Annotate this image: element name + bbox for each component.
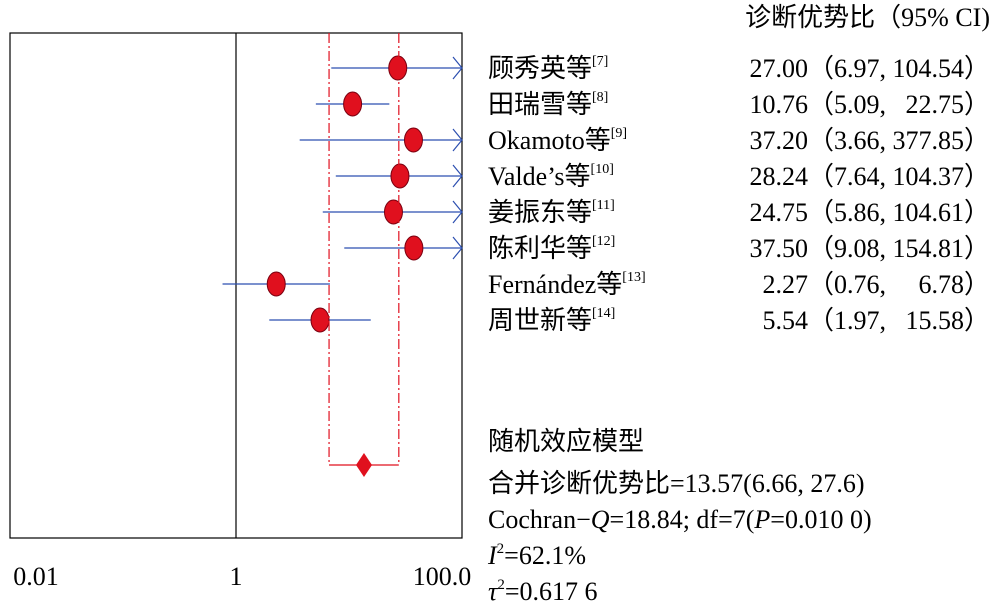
study-label: Valde’s等 xyxy=(488,162,591,191)
study-name: 姜振东等[11] xyxy=(488,198,615,227)
study-name: 陈利华等[12] xyxy=(488,234,615,263)
heterogeneity-stat: I2=62.1% xyxy=(487,541,586,570)
study-ref: [7] xyxy=(592,54,608,69)
value-label: 10.76（5.09, 22.75） xyxy=(749,90,990,119)
study-name: 顾秀英等[7] xyxy=(488,54,608,83)
study-ref: [13] xyxy=(622,270,645,285)
stat-part: τ xyxy=(488,577,499,606)
value-label: 37.20（3.66, 377.85） xyxy=(749,126,990,155)
value-label: 28.24（7.64, 104.37） xyxy=(749,162,990,191)
point-estimate xyxy=(403,127,423,153)
value-label: 27.00（6.97, 104.54） xyxy=(749,54,990,83)
point-estimate xyxy=(310,307,330,333)
point-estimate xyxy=(266,271,286,297)
study-name: 田瑞雪等[8] xyxy=(488,90,608,119)
stat-part: =62.1% xyxy=(504,541,586,570)
study-ref: [9] xyxy=(611,126,627,141)
study-ref: [8] xyxy=(592,90,608,105)
model-label: 随机效应模型 xyxy=(488,427,644,456)
study-label: 田瑞雪等 xyxy=(488,90,592,119)
column-header: 诊断优势比（95% CI) xyxy=(745,3,990,32)
study-ref: [11] xyxy=(592,198,615,213)
point-estimate xyxy=(390,163,410,189)
stat-part: =18.84; df=7( xyxy=(610,505,755,534)
value-label: 2.27（0.76, 6.78） xyxy=(762,270,990,299)
study-ref: [10] xyxy=(591,162,614,177)
ci-arrow xyxy=(452,56,463,80)
stat-part: Cochran− xyxy=(488,505,591,534)
value-label: 5.54（1.97, 15.58） xyxy=(762,306,990,335)
stat-part: =0.617 6 xyxy=(505,577,598,606)
heterogeneity-stat: τ2=0.617 6 xyxy=(488,577,597,606)
study-name: Valde’s等[10] xyxy=(488,162,614,191)
study-label: 姜振东等 xyxy=(488,198,592,227)
ci-arrow xyxy=(452,236,463,260)
point-estimate xyxy=(383,199,403,225)
heterogeneity-stat: Cochran−Q=18.84; df=7(P=0.010 0) xyxy=(488,505,872,534)
study-ref: [12] xyxy=(592,234,615,249)
study-label: 周世新等 xyxy=(488,306,592,335)
point-estimate xyxy=(343,91,363,117)
stat-part: =0.010 0) xyxy=(770,505,871,534)
pooled-label: 合并诊断优势比=13.57(6.66, 27.6) xyxy=(488,469,864,498)
pooled-diamond xyxy=(355,453,372,477)
study-label: 顾秀英等 xyxy=(488,54,592,83)
stat-part: P xyxy=(753,505,770,534)
study-name: Fernández等[13] xyxy=(488,270,646,299)
study-label: Okamoto等 xyxy=(488,126,611,155)
ci-arrow xyxy=(452,164,463,188)
study-ref: [14] xyxy=(592,306,615,321)
x-tick-label: 100.0 xyxy=(413,562,472,591)
ci-arrow xyxy=(452,200,463,224)
value-label: 37.50（9.08, 154.81） xyxy=(749,234,990,263)
study-label: Fernández等 xyxy=(488,270,622,299)
stat-part: 2 xyxy=(497,577,505,593)
x-tick-label: 0.01 xyxy=(13,562,59,591)
value-label: 24.75（5.86, 104.61） xyxy=(749,198,990,227)
x-tick-label: 1 xyxy=(230,562,243,591)
stat-part: I xyxy=(487,541,498,570)
study-name: 周世新等[14] xyxy=(488,306,615,335)
ci-arrow xyxy=(452,128,463,152)
point-estimate xyxy=(388,55,408,81)
study-label: 陈利华等 xyxy=(488,234,592,263)
point-estimate xyxy=(404,235,424,261)
stat-part: 2 xyxy=(497,541,505,557)
stat-part: Q xyxy=(591,505,610,534)
study-name: Okamoto等[9] xyxy=(488,126,627,155)
